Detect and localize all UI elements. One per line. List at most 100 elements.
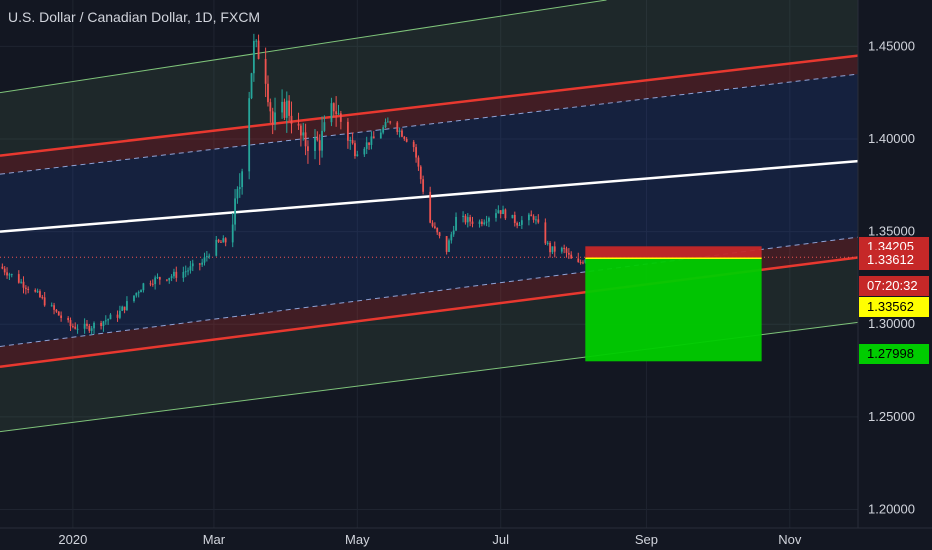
candle-body-33 (107, 319, 110, 321)
candle-body-45 (149, 283, 152, 285)
candle-body-83 (271, 111, 274, 125)
candle-body-74 (241, 171, 244, 188)
candle-body-131 (431, 222, 434, 227)
candle-body-68 (222, 238, 225, 243)
candle-body-21 (69, 320, 72, 327)
candle-body-105 (347, 121, 349, 141)
candle-body-53 (173, 271, 175, 277)
candle-body-152 (499, 210, 502, 215)
candle-body-39 (126, 301, 128, 311)
candle-body-30 (100, 322, 102, 327)
candle-body-88 (288, 100, 291, 116)
candle-body-0 (1, 266, 4, 269)
candle-body-64 (208, 255, 211, 257)
candle-body-138 (452, 230, 455, 235)
candle-body-72 (236, 189, 239, 199)
candle-body-15 (50, 305, 53, 307)
candle-body-89 (290, 115, 293, 124)
candle-body-22 (71, 326, 74, 328)
candle-body-73 (238, 187, 241, 190)
time-tick-5: Nov (778, 532, 802, 547)
candle-body-113 (370, 136, 373, 145)
candle-body-127 (417, 157, 420, 167)
candle-body-8 (24, 287, 27, 289)
candle-body-159 (520, 220, 523, 225)
candle-body-85 (281, 101, 283, 113)
candle-body-124 (405, 138, 408, 142)
candle-body-37 (121, 306, 124, 311)
candle-body-92 (302, 132, 305, 136)
price-tick-0: 1.45000 (868, 38, 915, 53)
price-tag-4: 1.27998 (859, 344, 929, 364)
candle-body-172 (565, 248, 568, 253)
candle-body-145 (478, 221, 481, 224)
candle-body-104 (339, 113, 342, 122)
candle-body-165 (544, 222, 547, 244)
candle-body-148 (485, 221, 488, 223)
candle-body-10 (34, 290, 37, 292)
candle-body-61 (201, 262, 204, 265)
candle-body-44 (142, 283, 145, 291)
candle-body-42 (137, 292, 140, 294)
candle-body-143 (469, 217, 472, 222)
candle-body-107 (351, 140, 354, 144)
candle-body-75 (248, 98, 251, 172)
candle-body-150 (495, 213, 497, 218)
candle-body-154 (504, 209, 507, 219)
price-tag-1: 1.33612 (859, 250, 929, 270)
candle-body-101 (332, 103, 335, 112)
candle-body-174 (570, 254, 573, 259)
candle-body-36 (118, 310, 121, 318)
time-tick-1: Mar (203, 532, 226, 547)
upper-red-band (0, 55, 858, 175)
candle-body-70 (231, 224, 234, 243)
candle-body-96 (316, 137, 319, 141)
time-tick-3: Jul (492, 532, 509, 547)
price-axis[interactable]: 1.45000 1.40000 1.35000 1.30000 1.25000 1.200… (868, 38, 915, 516)
candle-body-117 (384, 121, 387, 128)
candle-body-51 (168, 277, 171, 281)
candle-body-125 (412, 141, 415, 148)
candle-body-163 (535, 219, 537, 221)
candle-body-161 (530, 214, 533, 217)
candle-body-119 (389, 121, 392, 123)
time-tick-0: 2020 (58, 532, 87, 547)
candle-body-170 (560, 247, 563, 252)
candle-body-14 (43, 297, 46, 306)
candle-body-153 (502, 209, 504, 215)
candle-body-49 (158, 277, 161, 280)
inner-blue-band (0, 74, 858, 347)
candle-body-31 (102, 321, 105, 327)
candle-body-109 (356, 154, 359, 157)
candle-body-48 (156, 277, 159, 279)
candle-body-116 (382, 127, 385, 133)
candle-body-137 (450, 234, 453, 241)
candle-body-78 (255, 40, 258, 42)
candle-body-121 (398, 130, 401, 132)
short-position-tool[interactable] (585, 246, 762, 362)
candle-body-50 (165, 279, 168, 281)
candle-body-111 (365, 142, 368, 149)
candle-body-100 (330, 103, 333, 123)
price-tick-1: 1.40000 (868, 131, 915, 146)
candle-body-52 (170, 276, 173, 278)
candle-body-25 (83, 323, 86, 329)
price-tick-4: 1.25000 (868, 409, 915, 424)
candle-body-20 (67, 317, 70, 321)
candle-body-29 (93, 322, 95, 329)
time-axis[interactable]: 2020 Mar May Jul Sep Nov (58, 532, 801, 547)
candle-body-47 (154, 277, 157, 285)
candle-body-86 (283, 101, 286, 118)
candle-body-38 (123, 306, 126, 311)
candle-body-80 (264, 58, 267, 84)
candle-body-112 (368, 142, 370, 145)
candle-body-18 (57, 311, 60, 316)
candle-body-5 (17, 274, 20, 283)
candle-body-118 (386, 121, 389, 123)
candle-body-103 (337, 113, 340, 115)
candle-body-26 (86, 323, 88, 326)
candle-body-81 (267, 83, 269, 103)
candle-body-136 (448, 240, 450, 252)
candle-body-77 (252, 40, 255, 74)
